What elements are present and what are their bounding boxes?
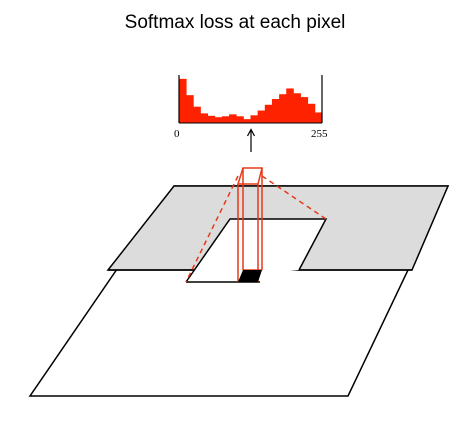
selected-pixel [238, 270, 262, 282]
histogram-bar [179, 78, 187, 123]
histogram-bar [214, 117, 223, 123]
histogram-bar [286, 88, 294, 123]
histogram-bar [207, 115, 216, 123]
histogram-bar [221, 116, 230, 123]
histogram-bar [236, 116, 244, 123]
diagram-title: Softmax loss at each pixel [124, 12, 346, 33]
histogram-bar [257, 110, 266, 123]
histogram-bar [200, 113, 208, 123]
histogram-bar [307, 103, 316, 123]
histogram-bar [300, 97, 309, 123]
histogram-bar [193, 106, 201, 123]
histogram-x-max-label: 255 [311, 128, 328, 140]
up-arrow [246, 128, 256, 152]
histogram-bar [243, 119, 251, 123]
histogram-bar [264, 104, 273, 123]
histogram-bar [186, 95, 194, 123]
receptive-field [186, 219, 326, 282]
histogram: 0 255 [174, 75, 328, 140]
histogram-bar [250, 115, 259, 123]
histogram-bar [314, 112, 323, 123]
projection-lines [185, 175, 327, 283]
histogram-x-min-label: 0 [174, 128, 180, 140]
histogram-bar [271, 99, 280, 123]
histogram-bar [279, 94, 287, 123]
receptive-field-outline [185, 218, 328, 283]
histogram-bars [179, 78, 323, 123]
histogram-bar [293, 93, 301, 123]
histogram-bar [229, 114, 237, 123]
